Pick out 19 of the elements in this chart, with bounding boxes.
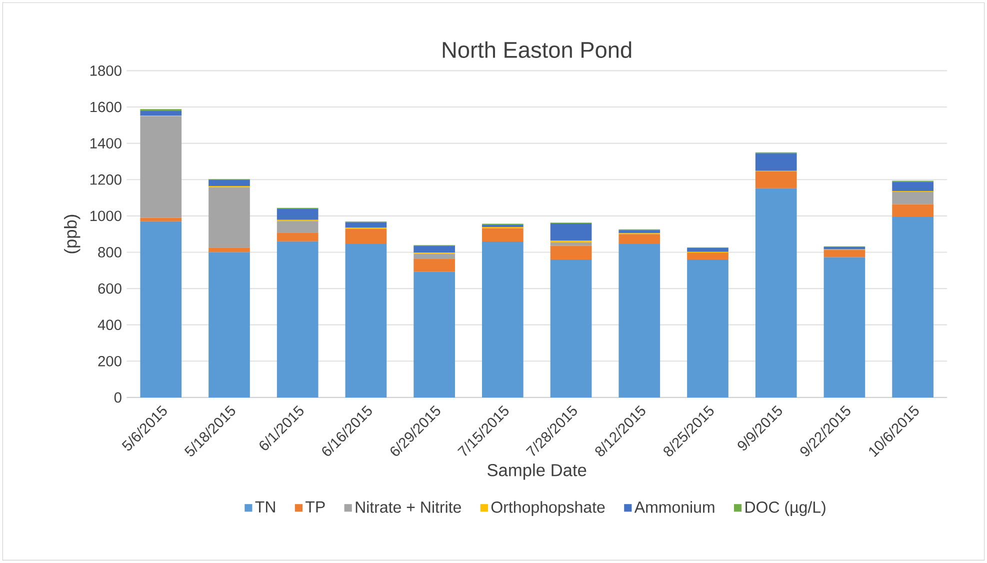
chart-title: North Easton Pond xyxy=(442,41,632,58)
y-axis-title: (ppb) xyxy=(64,214,80,254)
legend-label: Nitrate + Nitrite xyxy=(356,501,461,513)
y-tick-label: 1000 xyxy=(90,210,122,222)
y-tick-label: 0 xyxy=(114,392,122,403)
legend-label: Ammonium xyxy=(634,501,714,513)
legend-label: TP xyxy=(306,501,325,512)
y-tick-label: 1200 xyxy=(90,174,122,185)
y-tick-label: 600 xyxy=(98,283,122,294)
x-axis-title: Sample Date xyxy=(488,464,586,480)
y-tick-label: 400 xyxy=(98,320,122,330)
y-tick-label: 200 xyxy=(98,356,122,366)
y-tick-label: 1800 xyxy=(90,66,122,76)
legend-label: DOC (µg/L) xyxy=(746,501,826,516)
legend-label: Orthophopshate xyxy=(491,501,605,516)
y-tick-label: 800 xyxy=(98,247,122,258)
legend-label: TN xyxy=(255,501,275,512)
y-tick-label: 1600 xyxy=(90,102,122,112)
y-tick-label: 1400 xyxy=(90,138,122,149)
